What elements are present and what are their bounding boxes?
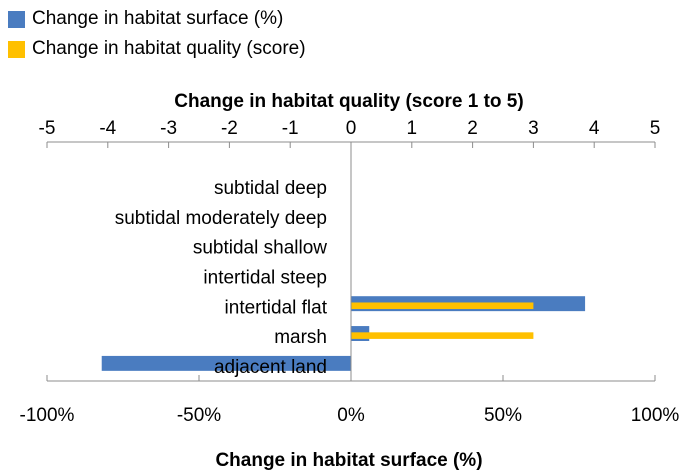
top-tick-label: -2 bbox=[221, 118, 238, 139]
bottom-axis: -100% -50% 0% 50% 100% bbox=[20, 375, 680, 426]
category-labels: subtidal deep subtidal moderately deep sub… bbox=[115, 178, 328, 378]
bottom-tick-label: -50% bbox=[177, 405, 221, 426]
top-tick-label: 0 bbox=[346, 118, 357, 139]
quality-bar bbox=[351, 302, 534, 310]
bottom-axis-title: Change in habitat surface (%) bbox=[215, 450, 482, 471]
legend-swatch-surface bbox=[8, 10, 25, 28]
legend-label-quality: Change in habitat quality (score) bbox=[32, 38, 306, 59]
legend-label-surface: Change in habitat surface (%) bbox=[32, 8, 284, 29]
legend-item-surface: Change in habitat surface (%) bbox=[8, 4, 306, 34]
category-label: subtidal shallow bbox=[193, 238, 327, 259]
category-label: intertidal steep bbox=[203, 268, 327, 289]
quality-bar bbox=[351, 332, 534, 339]
top-tick-label: 2 bbox=[467, 118, 478, 139]
legend-item-quality: Change in habitat quality (score) bbox=[8, 34, 306, 64]
top-axis: -5 -4 -3 -2 -1 0 1 2 3 4 5 bbox=[39, 118, 661, 148]
top-tick-label: -4 bbox=[99, 118, 116, 139]
top-tick-label: -1 bbox=[282, 118, 299, 139]
top-axis-title: Change in habitat quality (score 1 to 5) bbox=[174, 91, 523, 112]
bottom-tick-label: 0% bbox=[337, 405, 365, 426]
category-label: intertidal flat bbox=[225, 297, 328, 318]
legend: Change in habitat surface (%) Change in … bbox=[8, 4, 306, 64]
category-label: subtidal moderately deep bbox=[115, 208, 327, 229]
category-label: subtidal deep bbox=[214, 178, 327, 199]
bottom-tick-label: 50% bbox=[484, 405, 522, 426]
top-tick-label: 5 bbox=[650, 118, 661, 139]
category-label: marsh bbox=[274, 327, 327, 348]
bottom-tick-label: 100% bbox=[631, 405, 680, 426]
legend-swatch-quality bbox=[8, 40, 25, 58]
top-tick-label: 1 bbox=[407, 118, 418, 139]
bottom-tick-label: -100% bbox=[20, 405, 75, 426]
top-tick-label: 3 bbox=[528, 118, 539, 139]
top-tick-label: 4 bbox=[589, 118, 600, 139]
top-tick-label: -3 bbox=[160, 118, 177, 139]
surface-bar bbox=[101, 355, 351, 371]
category-label: adjacent land bbox=[214, 357, 327, 378]
top-tick-label: -5 bbox=[39, 118, 56, 139]
bars bbox=[101, 142, 586, 381]
